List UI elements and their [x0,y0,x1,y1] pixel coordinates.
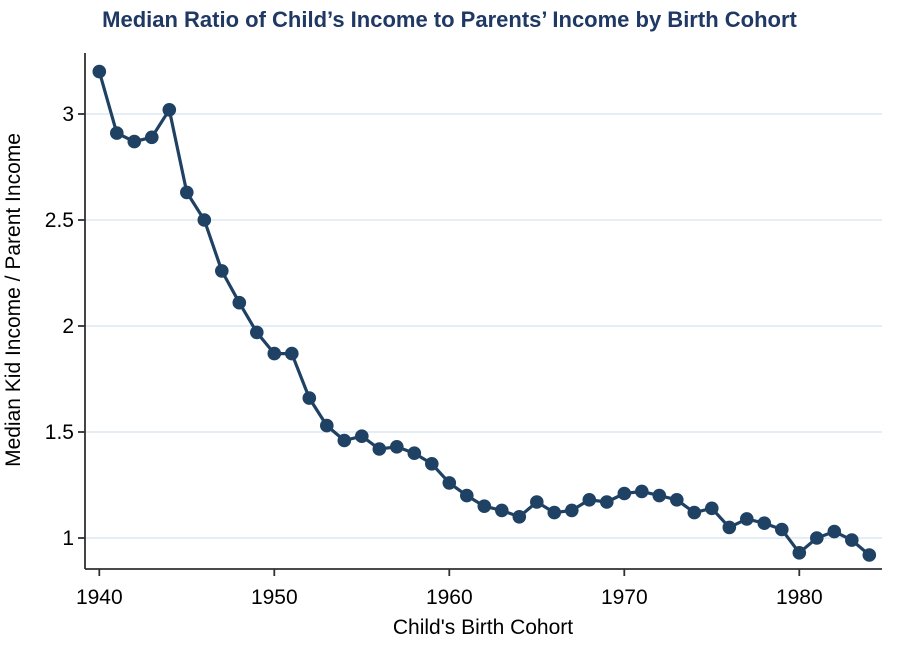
data-point [810,531,824,545]
data-point [670,493,684,507]
data-point [582,493,597,507]
data-point [302,391,317,405]
data-point [407,446,422,461]
data-point [390,440,404,454]
data-point [460,488,474,503]
x-axis-tick-label: 1980 [776,586,823,609]
y-axis-tick-label: 1.5 [45,421,74,444]
data-point [110,126,124,140]
data-point [249,325,264,340]
data-point [180,185,194,200]
data-point [635,484,649,499]
y-axis-tick-label: 2.5 [45,209,74,232]
data-point [740,512,754,526]
data-series-group [92,64,877,562]
data-line [97,70,871,557]
data-point [372,442,387,456]
x-axis-tick-label: 1940 [76,586,123,609]
y-axis-tick-label: 1 [62,527,74,550]
data-point [757,516,772,530]
axes-group [84,53,882,570]
y-axis-title: Median Kid Income / Parent Income [2,133,25,467]
tick-labels-group: 1 1.5 2 2.5 3 1940 1950 1960 1970 1980 [45,103,823,609]
x-axis-title: Child's Birth Cohort [393,616,573,639]
data-point [862,548,877,562]
data-point [687,505,702,520]
data-point [127,134,142,149]
data-point [705,501,719,516]
data-point [197,213,212,227]
data-point [565,503,579,518]
data-point [652,488,667,503]
x-axis-tick-label: 1950 [251,586,298,609]
data-point [320,418,334,433]
data-point [547,505,562,520]
y-axis-tick-label: 3 [62,103,74,126]
data-point [530,495,544,509]
x-axis-tick-label: 1970 [601,586,648,609]
y-axis-tick-label: 2 [62,315,74,338]
data-point [477,499,492,513]
data-point [617,486,632,501]
data-point [425,457,439,471]
data-point [512,510,527,524]
data-point [495,503,509,518]
gridlines-group [85,113,882,539]
data-point [600,495,614,509]
data-point [92,64,107,79]
data-point [845,533,859,547]
x-axis-tick-label: 1960 [426,586,473,609]
chart-title: Median Ratio of Child’s Income to Parent… [102,7,797,32]
ticks-group [78,113,801,576]
data-point [267,346,282,361]
data-point [827,524,842,539]
data-point [162,103,177,117]
data-point [355,429,369,444]
data-point [215,264,229,278]
data-point [337,433,352,448]
data-point [285,346,299,361]
data-point [232,295,247,310]
data-point [442,476,457,490]
data-point [792,546,807,560]
data-point [775,522,789,537]
data-point [145,130,159,145]
data-point [722,520,737,535]
